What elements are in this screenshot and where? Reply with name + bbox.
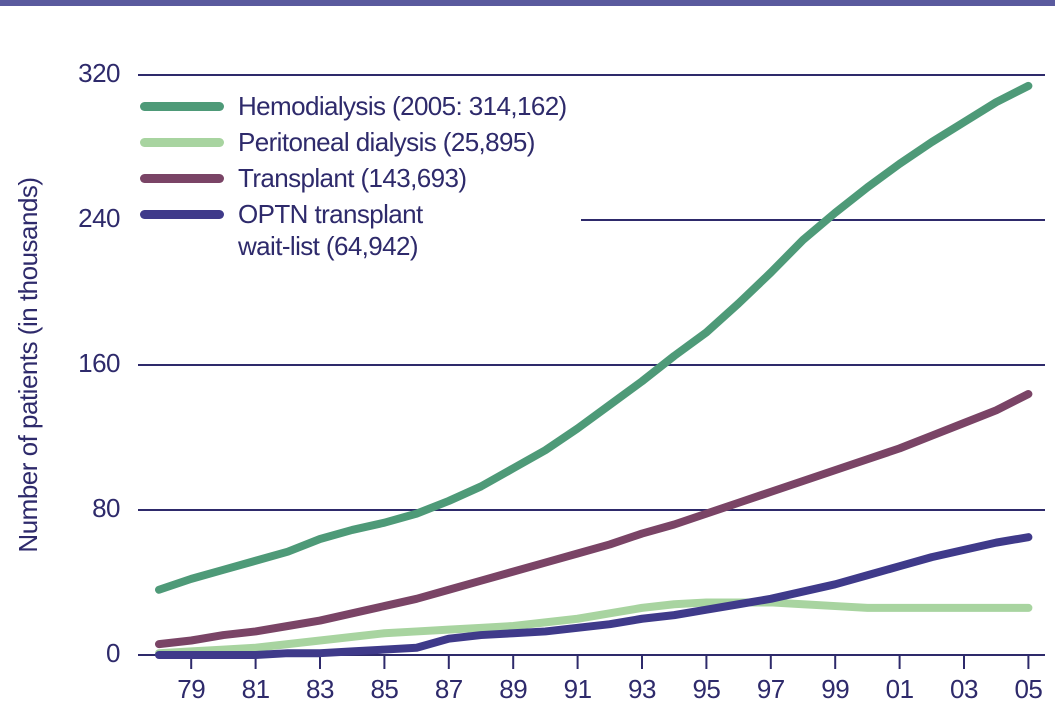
x-tick-label: 83 [306, 674, 334, 704]
y-tick-label: 80 [92, 493, 120, 523]
x-tick-label: 85 [370, 674, 398, 704]
x-tick-label: 99 [821, 674, 849, 704]
x-tick-label: 93 [628, 674, 656, 704]
x-tick-label: 03 [950, 674, 978, 704]
series-line [155, 533, 1033, 659]
y-tick-label: 320 [78, 58, 120, 88]
x-tick-label: 87 [435, 674, 463, 704]
legend-swatch [140, 102, 224, 111]
x-tick-label: 95 [692, 674, 720, 704]
y-tick-label: 240 [78, 203, 120, 233]
legend-label: Hemodialysis (2005: 314,162) [238, 91, 567, 121]
x-tick-label: 89 [499, 674, 527, 704]
y-tick-label: 160 [78, 348, 120, 378]
legend-entry: Hemodialysis (2005: 314,162) [136, 90, 567, 122]
series-line [155, 390, 1033, 649]
x-tick-label: 91 [564, 674, 592, 704]
x-tick-label: 05 [1014, 674, 1042, 704]
top-bar [0, 0, 1055, 6]
legend-label: OPTN transplant wait-list (64,942) [238, 199, 423, 261]
series-line [155, 598, 1033, 658]
x-tick-label: 01 [886, 674, 914, 704]
y-tick-label: 0 [106, 638, 120, 668]
legend: Hemodialysis (2005: 314,162) Peritoneal d… [128, 86, 581, 272]
x-tick-label: 79 [177, 674, 205, 704]
legend-entry: Peritoneal dialysis (25,895) [136, 126, 567, 158]
x-tick-label: 97 [757, 674, 785, 704]
legend-label: Peritoneal dialysis (25,895) [238, 127, 535, 157]
legend-entry: OPTN transplant wait-list (64,942) [136, 198, 567, 262]
legend-swatch [140, 138, 224, 147]
y-axis-label: Number of patients (in thousands) [13, 177, 43, 552]
legend-swatch [140, 210, 224, 219]
legend-label: Transplant (143,693) [238, 163, 467, 193]
series-line [155, 81, 1033, 594]
legend-swatch [140, 174, 224, 183]
x-tick-label: 81 [242, 674, 270, 704]
legend-entry: Transplant (143,693) [136, 162, 567, 194]
